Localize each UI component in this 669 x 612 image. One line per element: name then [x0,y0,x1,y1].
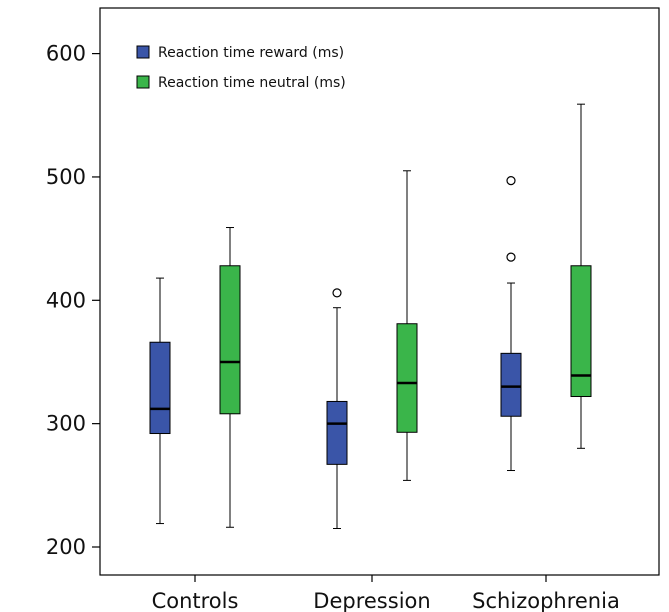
outlier-point [506,252,516,262]
legend: Reaction time reward (ms) Reaction time n… [136,45,346,91]
y-tick-label: 300 [46,412,86,436]
iqr-box [570,265,592,398]
outlier-point [332,288,342,298]
iqr-box [396,323,418,433]
iqr-box [219,265,241,415]
y-tick-label: 600 [46,42,86,66]
legend-swatch-reward [136,45,150,59]
y-axis: 200 300 400 500 600 [46,42,100,559]
x-axis: Controls Depression Schizophrenia [152,575,620,612]
boxplot-reward-depression [326,288,348,529]
y-tick-label: 400 [46,288,86,312]
iqr-box [326,400,348,465]
iqr-box [500,352,522,417]
plot-frame [99,7,660,576]
outlier-point [506,176,516,186]
boxplot-neutral-schizophrenia [570,103,592,449]
x-category-label: Controls [152,589,239,612]
boxplot-reward-schizophrenia [500,176,522,472]
boxplot-neutral-controls [219,227,241,528]
boxplot-neutral-depression [396,170,418,481]
legend-label-reward: Reaction time reward (ms) [158,45,344,61]
iqr-box [149,341,171,435]
y-tick-label: 200 [46,535,86,559]
box-series-group [149,103,592,529]
legend-label-neutral: Reaction time neutral (ms) [158,75,346,91]
x-category-label: Depression [313,589,430,612]
legend-swatch-neutral [136,75,150,89]
x-category-label: Schizophrenia [472,589,620,612]
boxplot-reward-controls [149,277,171,525]
y-tick-label: 500 [46,165,86,189]
